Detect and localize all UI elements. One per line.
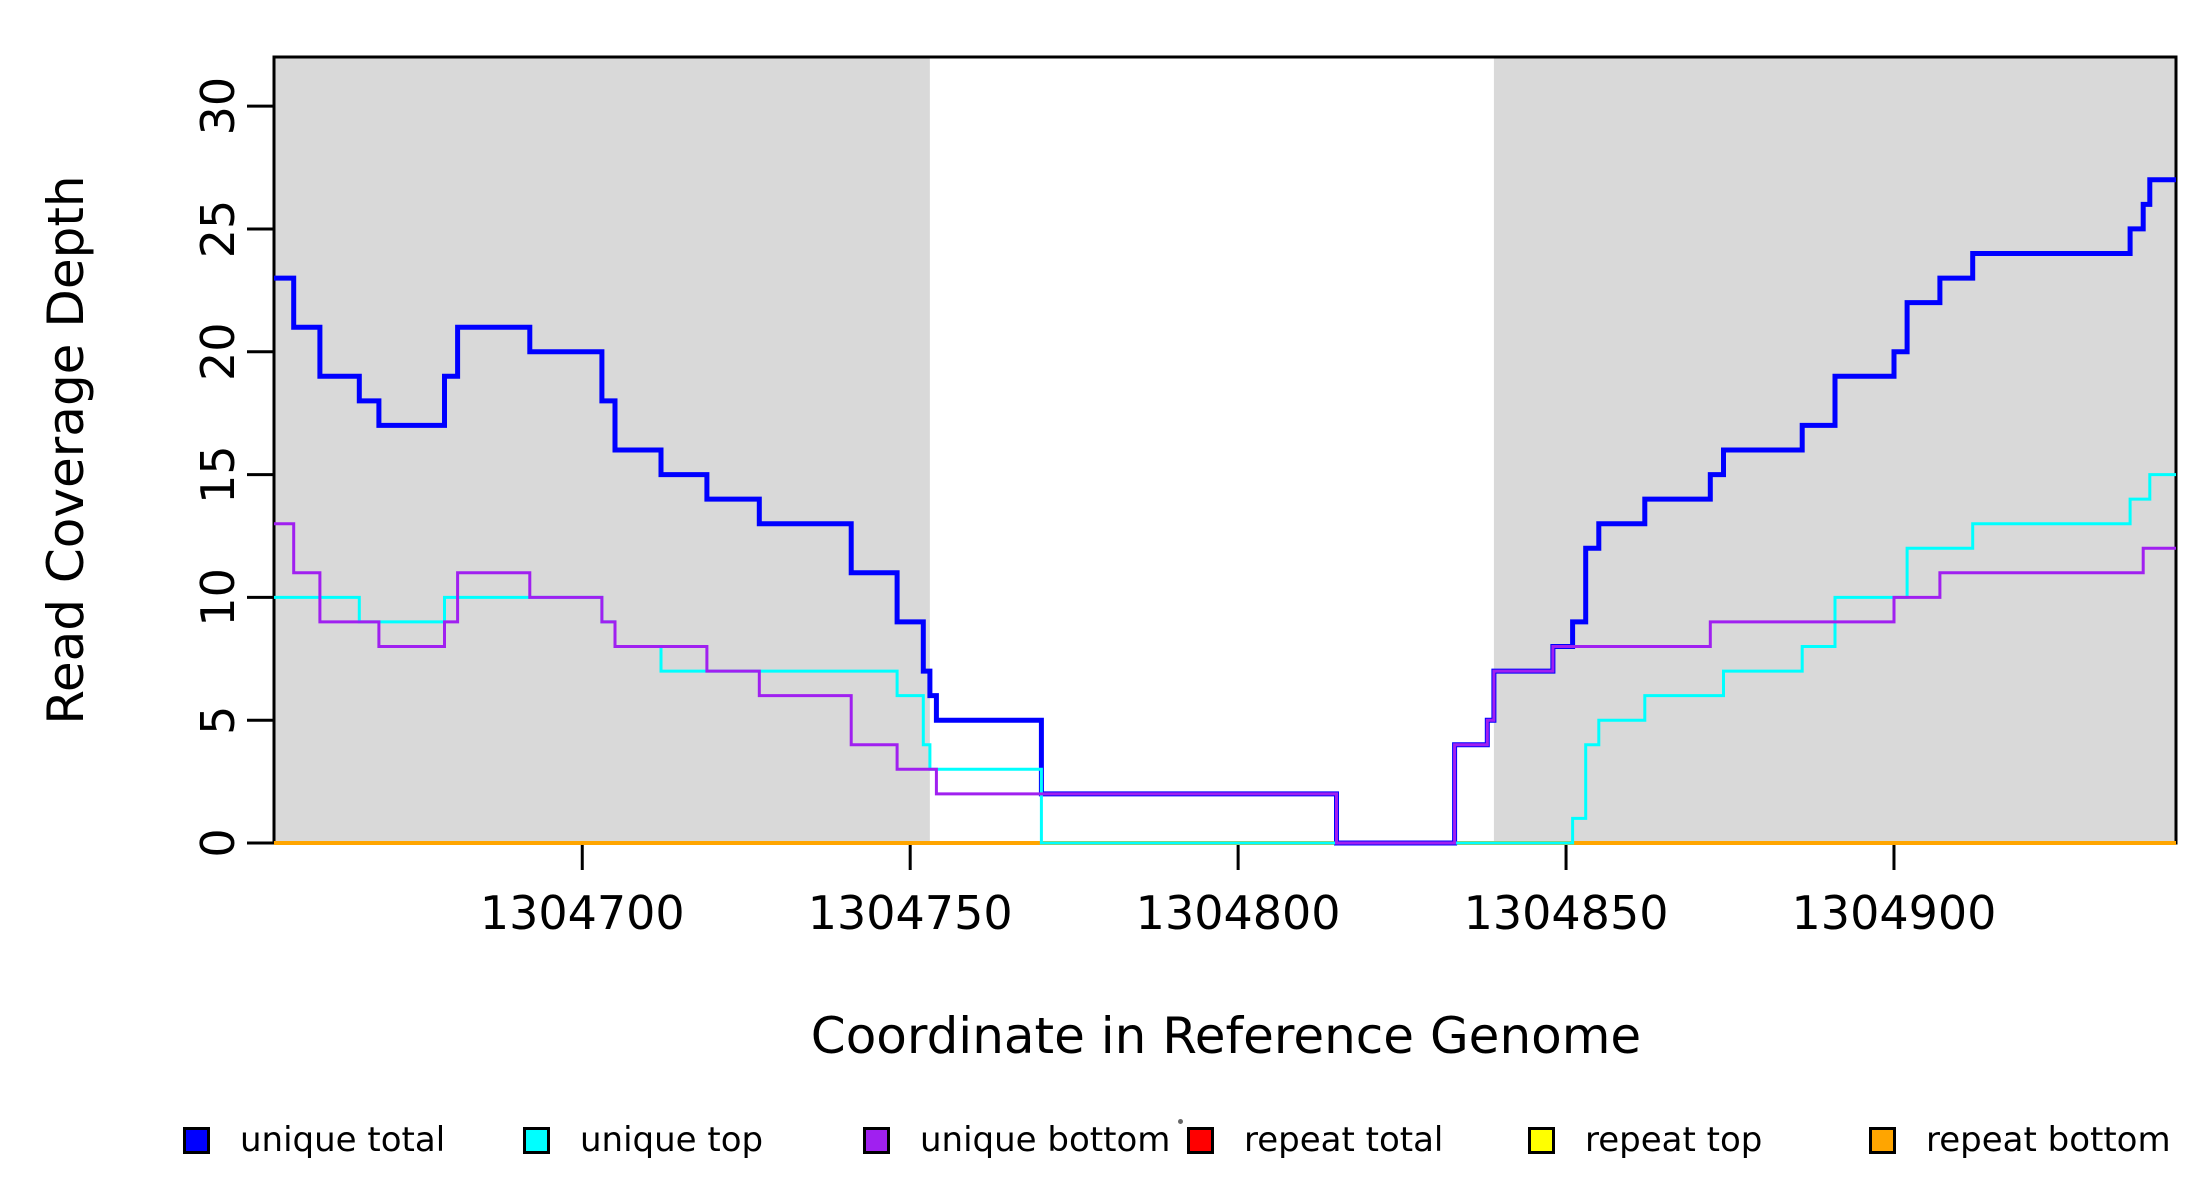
- stray-dot-artifact: [1178, 1119, 1183, 1124]
- y-tick-label: 30: [191, 77, 245, 136]
- legend-label: repeat bottom: [1926, 1120, 2171, 1160]
- legend-item-repeat-bottom: repeat bottom: [1869, 1120, 2171, 1160]
- y-tick-label: 20: [191, 322, 245, 381]
- legend-swatch-unique-total: [183, 1126, 210, 1154]
- shaded-region: [274, 57, 930, 843]
- legend-item-unique-total: unique total: [183, 1120, 445, 1160]
- x-tick-label: 1304850: [1464, 886, 1669, 940]
- y-tick-label: 10: [191, 568, 245, 627]
- legend-label: unique total: [240, 1120, 446, 1160]
- series-line-unique-bottom: [274, 522, 2176, 845]
- y-axis-title: Read Coverage Depth: [37, 175, 95, 725]
- legend-item-unique-bottom: unique bottom: [863, 1120, 1170, 1160]
- x-axis-title: Coordinate in Reference Genome: [810, 1007, 1642, 1065]
- shaded-region: [1493, 57, 2176, 843]
- y-tick-label: 0: [191, 828, 245, 857]
- x-tick-label: 1304700: [480, 886, 685, 940]
- y-tick-label: 25: [191, 200, 245, 259]
- legend-item-repeat-top: repeat top: [1528, 1120, 1762, 1160]
- legend-swatch-repeat-total: [1187, 1126, 1214, 1154]
- legend-label: repeat top: [1585, 1120, 1763, 1160]
- y-tick-label: 15: [191, 445, 245, 504]
- legend-label: unique bottom: [920, 1120, 1171, 1160]
- y-tick-label: 5: [191, 706, 245, 735]
- legend-swatch-unique-bottom: [863, 1126, 890, 1154]
- legend-item-repeat-total: repeat total: [1187, 1120, 1443, 1160]
- legend-swatch-unique-top: [523, 1126, 550, 1154]
- legend-item-unique-top: unique top: [523, 1120, 763, 1160]
- legend-label: repeat total: [1244, 1120, 1444, 1160]
- x-tick-label: 1304900: [1792, 886, 1997, 940]
- x-tick-label: 1304800: [1136, 886, 1341, 940]
- x-tick-label: 1304750: [808, 886, 1013, 940]
- legend-swatch-repeat-top: [1528, 1126, 1555, 1154]
- legend-label: unique top: [580, 1120, 764, 1160]
- legend-swatch-repeat-bottom: [1869, 1126, 1896, 1154]
